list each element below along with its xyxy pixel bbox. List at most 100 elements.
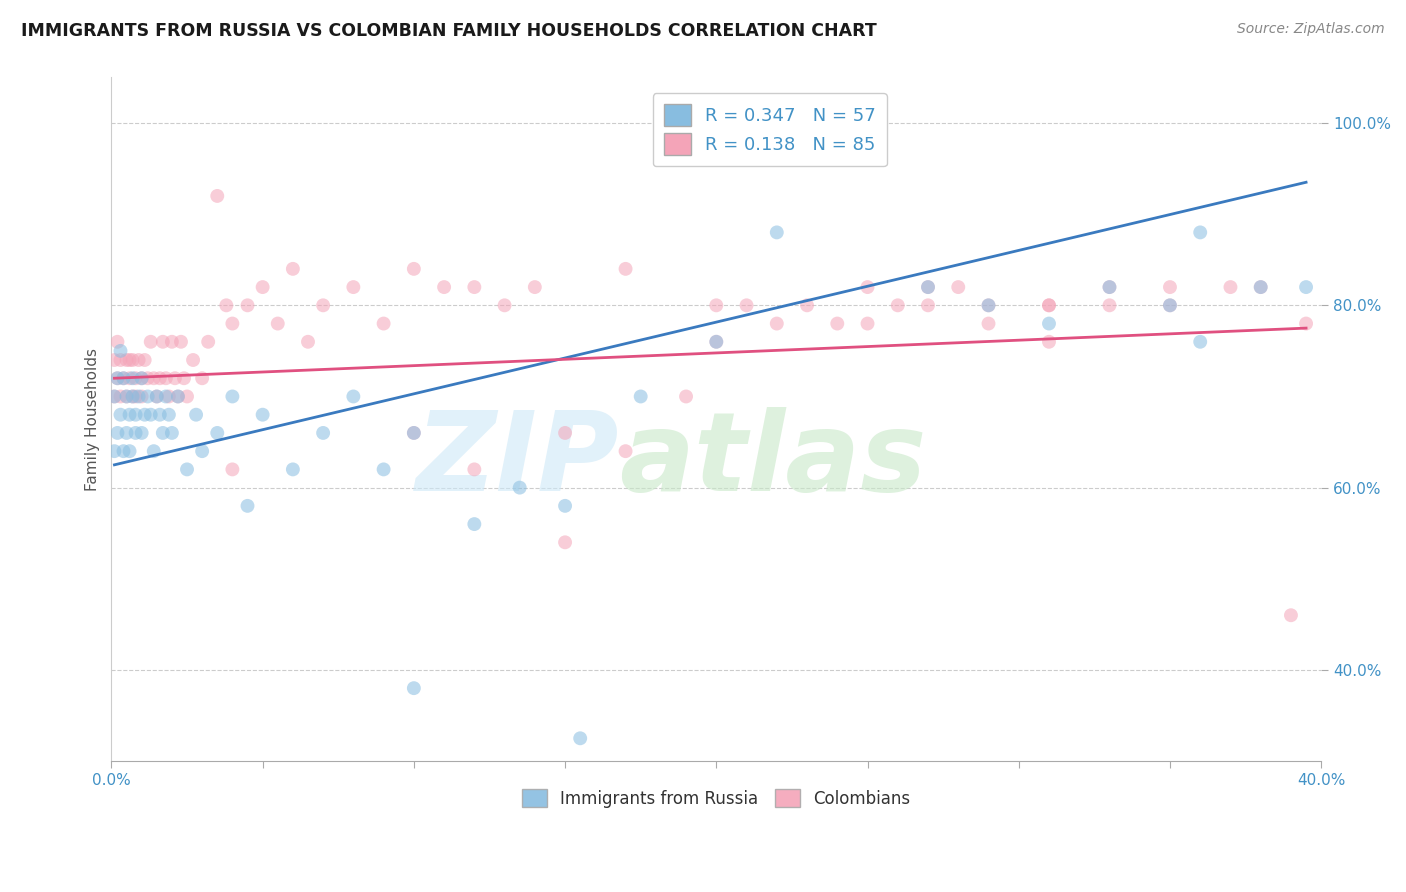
Point	[433, 280, 456, 294]
Point	[197, 334, 219, 349]
Text: Source: ZipAtlas.com: Source: ZipAtlas.com	[1237, 22, 1385, 37]
Point	[103, 389, 125, 403]
Point	[297, 334, 319, 349]
Point	[121, 389, 143, 403]
Point	[917, 280, 939, 294]
Point	[110, 353, 132, 368]
Point	[155, 389, 177, 403]
Point	[107, 371, 129, 385]
Point	[167, 389, 190, 403]
Point	[704, 334, 727, 349]
Point	[1159, 280, 1181, 294]
Point	[554, 535, 576, 549]
Point	[110, 408, 132, 422]
Point	[103, 444, 125, 458]
Point	[124, 389, 146, 403]
Point	[118, 444, 141, 458]
Point	[112, 371, 135, 385]
Point	[554, 425, 576, 440]
Point	[977, 298, 1000, 312]
Point	[131, 371, 153, 385]
Point	[1189, 334, 1212, 349]
Point	[107, 425, 129, 440]
Point	[124, 425, 146, 440]
Point	[155, 371, 177, 385]
Point	[614, 444, 637, 458]
Point	[281, 462, 304, 476]
Point	[110, 389, 132, 403]
Point	[312, 425, 335, 440]
Point	[139, 408, 162, 422]
Point	[149, 371, 172, 385]
Point	[207, 425, 229, 440]
Point	[402, 425, 425, 440]
Point	[136, 371, 159, 385]
Point	[494, 298, 516, 312]
Point	[236, 298, 259, 312]
Point	[176, 462, 198, 476]
Point	[191, 371, 214, 385]
Point	[917, 280, 939, 294]
Point	[1098, 280, 1121, 294]
Point	[342, 280, 364, 294]
Point	[402, 681, 425, 695]
Point	[176, 389, 198, 403]
Point	[1189, 226, 1212, 240]
Point	[131, 371, 153, 385]
Point	[704, 334, 727, 349]
Point	[157, 408, 180, 422]
Point	[191, 444, 214, 458]
Point	[139, 334, 162, 349]
Point	[765, 226, 787, 240]
Point	[115, 425, 138, 440]
Point	[704, 298, 727, 312]
Point	[917, 298, 939, 312]
Point	[221, 317, 243, 331]
Point	[128, 353, 150, 368]
Point	[1098, 280, 1121, 294]
Point	[569, 731, 592, 746]
Point	[1098, 298, 1121, 312]
Point	[554, 499, 576, 513]
Point	[128, 389, 150, 403]
Point	[107, 371, 129, 385]
Point	[103, 389, 125, 403]
Point	[118, 353, 141, 368]
Point	[402, 425, 425, 440]
Point	[614, 261, 637, 276]
Text: atlas: atlas	[620, 407, 927, 514]
Point	[160, 425, 183, 440]
Point	[221, 462, 243, 476]
Point	[373, 317, 395, 331]
Point	[112, 444, 135, 458]
Point	[402, 261, 425, 276]
Point	[373, 462, 395, 476]
Point	[948, 280, 970, 294]
Point	[121, 371, 143, 385]
Point	[112, 371, 135, 385]
Point	[1250, 280, 1272, 294]
Point	[121, 353, 143, 368]
Point	[170, 334, 193, 349]
Point	[236, 499, 259, 513]
Point	[1159, 298, 1181, 312]
Point	[630, 389, 652, 403]
Point	[207, 189, 229, 203]
Point	[796, 298, 818, 312]
Point	[1159, 298, 1181, 312]
Point	[267, 317, 290, 331]
Point	[312, 298, 335, 312]
Point	[735, 298, 758, 312]
Point	[110, 343, 132, 358]
Text: ZIP: ZIP	[416, 407, 620, 514]
Point	[146, 389, 169, 403]
Point	[146, 389, 169, 403]
Point	[252, 280, 274, 294]
Point	[1038, 298, 1060, 312]
Point	[977, 298, 1000, 312]
Point	[121, 389, 143, 403]
Text: IMMIGRANTS FROM RUSSIA VS COLOMBIAN FAMILY HOUSEHOLDS CORRELATION CHART: IMMIGRANTS FROM RUSSIA VS COLOMBIAN FAMI…	[21, 22, 877, 40]
Point	[856, 153, 879, 167]
Point	[463, 280, 485, 294]
Point	[184, 408, 207, 422]
